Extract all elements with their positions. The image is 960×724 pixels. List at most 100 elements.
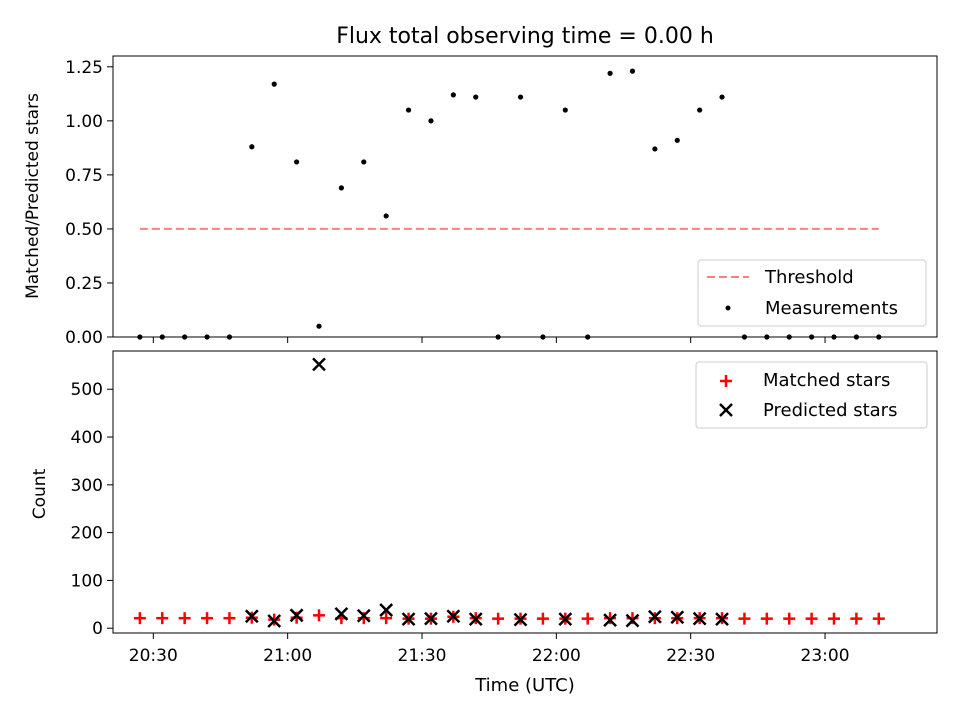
measurements-point xyxy=(473,94,479,100)
predicted-stars-point xyxy=(356,608,371,623)
bottom-legend: Matched stars Predicted stars xyxy=(695,361,928,429)
predicted-stars-point xyxy=(244,609,259,624)
matched-stars-point xyxy=(201,612,214,625)
bottom-x-tick-label: 22:30 xyxy=(666,646,715,666)
bottom-y-axis-label: Count xyxy=(30,468,50,519)
measurements-point xyxy=(652,146,658,152)
top-y-tick-label: 0.50 xyxy=(65,220,103,240)
predicted-stars-point-b xyxy=(715,612,729,627)
top-legend: Threshold Measurements xyxy=(697,259,927,327)
legend-predicted-swatch xyxy=(719,403,733,417)
top-y-ticks: 0.00 0.25 0.50 0.75 1.00 1.25 xyxy=(65,58,113,348)
predicted-stars-point-b xyxy=(244,609,259,624)
matched-stars-point xyxy=(805,612,818,625)
predicted-stars-point xyxy=(334,606,349,621)
legend-threshold-label: Threshold xyxy=(764,267,854,288)
matched-stars-point xyxy=(223,612,236,625)
bottom-y-tick-label: 500 xyxy=(71,380,103,400)
matched-stars-point xyxy=(850,612,863,625)
predicted-stars-point xyxy=(424,611,438,626)
matched-stars-point xyxy=(581,612,594,625)
measurements-point xyxy=(405,107,412,113)
measurements-point xyxy=(719,94,725,100)
bottom-y-ticks: 0 100 200 300 400 500 xyxy=(71,380,113,639)
top-y-tick-label: 1.00 xyxy=(65,112,103,132)
predicted-stars-point-b xyxy=(558,612,573,627)
predicted-stars-point-b xyxy=(424,611,438,626)
top-y-tick-label: 0.75 xyxy=(65,166,103,186)
predicted-stars-point-b xyxy=(647,609,662,624)
predicted-stars-point xyxy=(513,612,528,627)
measurements-point xyxy=(316,323,322,329)
top-plot-content xyxy=(137,68,882,340)
predicted-stars-point-b xyxy=(468,612,483,627)
predicted-stars-point-b xyxy=(356,608,371,623)
bottom-y-tick-label: 400 xyxy=(71,428,103,448)
predicted-stars-point-b xyxy=(379,603,394,617)
measurements-point xyxy=(249,144,255,150)
bottom-x-tick-label: 22:00 xyxy=(532,646,581,666)
predicted-stars-point xyxy=(558,612,573,627)
bottom-x-tick-label: 21:30 xyxy=(398,646,447,666)
predicted-stars-point-b xyxy=(334,606,349,621)
measurements-point xyxy=(383,213,389,219)
matched-stars-point xyxy=(783,612,796,625)
measurements-point xyxy=(629,68,636,74)
matched-stars-point xyxy=(178,612,191,625)
bottom-axes-frame xyxy=(112,350,938,634)
measurements-point xyxy=(294,159,300,165)
measurements-point xyxy=(517,94,524,100)
predicted-stars-point xyxy=(289,608,304,623)
predicted-stars-point-b xyxy=(625,613,640,628)
matched-stars-point xyxy=(760,612,773,625)
predicted-stars-point-b xyxy=(670,610,685,625)
measurements-point xyxy=(361,159,367,165)
matched-stars-point xyxy=(872,612,885,625)
matched-stars-point xyxy=(133,612,146,625)
matched-stars-point xyxy=(380,612,393,625)
top-y-tick-label: 1.25 xyxy=(65,58,103,78)
legend-measurements-label: Measurements xyxy=(765,298,898,319)
matched-stars-point xyxy=(604,612,617,625)
matched-stars-point xyxy=(738,612,751,625)
bottom-y-tick-label: 200 xyxy=(71,524,103,544)
measurements-point xyxy=(271,81,277,87)
measurements-point xyxy=(428,118,434,124)
bottom-y-tick-label: 100 xyxy=(71,571,103,591)
x-axis-label: Time (UTC) xyxy=(474,675,575,696)
top-subplot: 0.00 0.25 0.50 0.75 1.00 1.25 Matched/Predict… xyxy=(23,55,938,348)
predicted-stars-point-b xyxy=(446,609,461,624)
top-y-axis-label: Matched/Predicted stars xyxy=(23,93,43,299)
predicted-stars-point xyxy=(715,612,729,627)
predicted-stars-point xyxy=(312,357,326,372)
predicted-stars-point xyxy=(379,603,394,617)
top-y-tick-label: 0.00 xyxy=(65,328,103,348)
matched-stars-point xyxy=(828,612,840,625)
predicted-stars-point xyxy=(401,612,416,627)
predicted-stars-point-b xyxy=(312,357,326,372)
legend-matched-label: Matched stars xyxy=(763,370,890,391)
predicted-stars-point xyxy=(468,612,483,627)
top-x-ticks xyxy=(152,337,826,343)
predicted-stars-point xyxy=(267,614,282,628)
top-y-tick-label: 0.25 xyxy=(65,274,103,294)
top-axes-frame xyxy=(112,55,938,338)
measurements-point xyxy=(607,70,613,76)
bottom-x-tick-label: 23:00 xyxy=(801,646,850,666)
measurements-point xyxy=(697,107,703,113)
predicted-stars-point xyxy=(692,611,707,626)
bottom-y-tick-label: 300 xyxy=(71,476,103,496)
measurements-point xyxy=(338,185,344,191)
legend-matched-swatch xyxy=(720,375,732,387)
bottom-x-tick-label: 21:00 xyxy=(263,646,312,666)
matched-stars-point xyxy=(492,612,505,625)
predicted-stars-point-b xyxy=(692,611,707,626)
measurements-point xyxy=(562,107,568,113)
predicted-stars-point xyxy=(647,609,662,624)
bottom-plot-content xyxy=(133,357,885,628)
matched-stars-point xyxy=(536,612,549,625)
measurements-point xyxy=(674,137,680,143)
matched-stars-point xyxy=(156,612,169,625)
